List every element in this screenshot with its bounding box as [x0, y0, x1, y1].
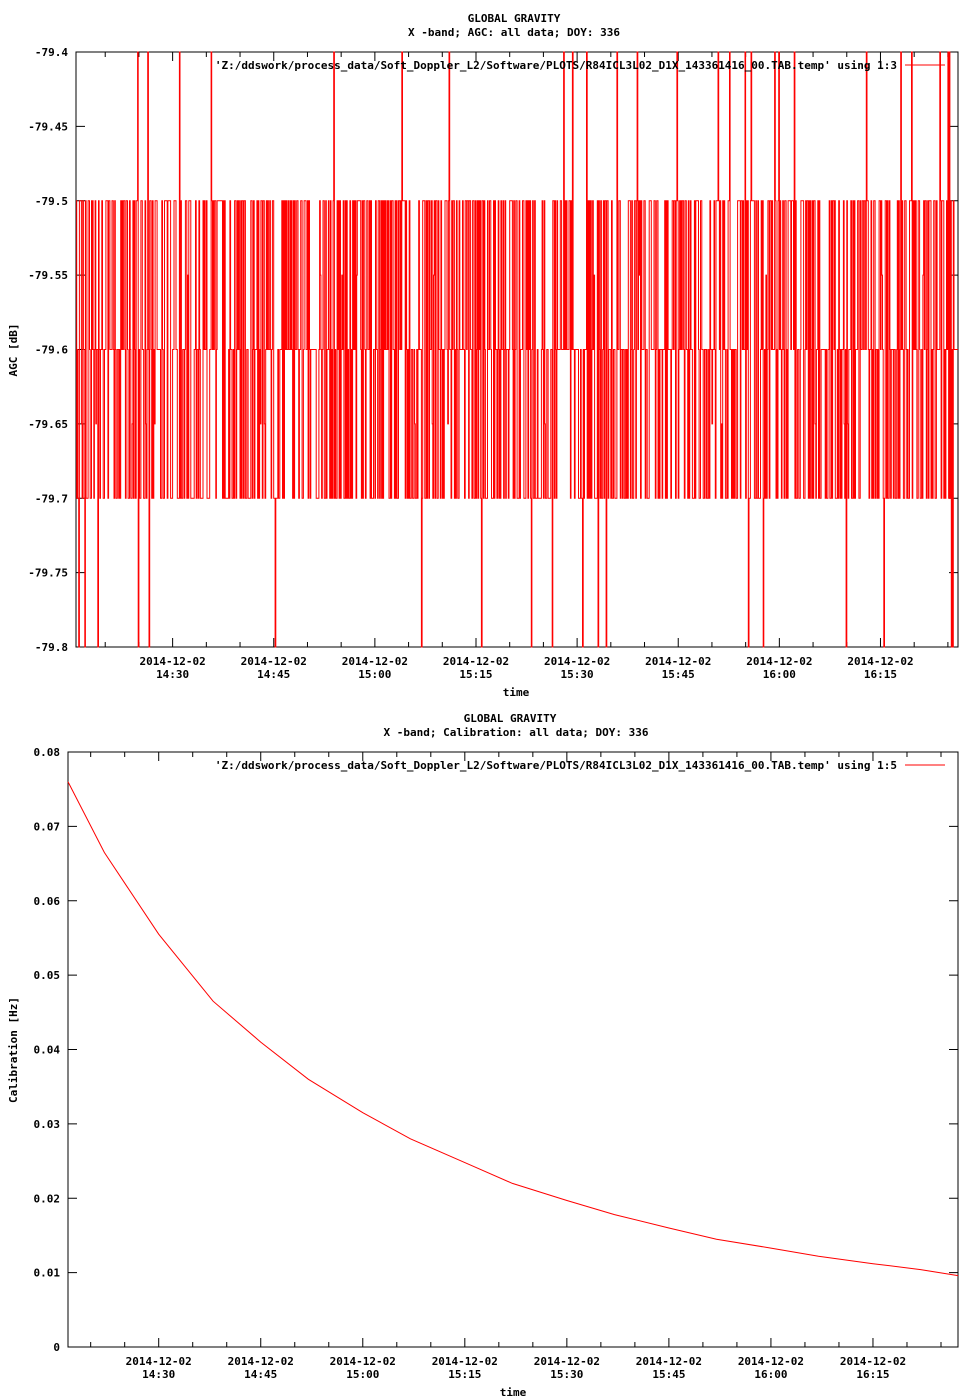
chart-title: GLOBAL GRAVITY	[468, 12, 561, 25]
y-tick-label: -79.75	[28, 567, 68, 580]
x-tick-label: 2014-12-02	[228, 1355, 294, 1368]
x-tick-label: 14:45	[244, 1368, 277, 1381]
x-axis-title: time	[503, 686, 530, 699]
x-tick-label: 15:00	[346, 1368, 379, 1381]
x-tick-label: 15:15	[459, 668, 492, 681]
x-tick-label: 2014-12-02	[140, 655, 206, 668]
x-tick-label: 2014-12-02	[847, 655, 913, 668]
chart-subtitle: X -band; Calibration: all data; DOY: 336	[384, 726, 649, 739]
legend: 'Z:/ddswork/process_data/Soft_Doppler_L2…	[215, 759, 945, 772]
y-axis-title: Calibration [Hz]	[7, 997, 20, 1103]
plot-frame	[67, 751, 959, 1348]
x-tick-label: 14:30	[142, 1368, 175, 1381]
x-tick-label: 15:30	[550, 1368, 583, 1381]
x-tick-label: 14:30	[156, 668, 189, 681]
y-tick-label: -79.55	[28, 269, 68, 282]
x-tick-label: 2014-12-02	[645, 655, 711, 668]
y-tick-label: -79.7	[35, 492, 68, 505]
series-line	[67, 781, 959, 1277]
y-tick-label: -79.8	[35, 641, 68, 654]
y-tick-label: -79.4	[35, 46, 68, 59]
x-tick-label: 15:15	[448, 1368, 481, 1381]
y-tick-label: -79.5	[35, 195, 68, 208]
plot-area: -79.4 -79.45 -79.5 -79.55 -79.6 -79.65 -79.7 -7…	[28, 46, 959, 681]
calibration-chart: GLOBAL GRAVITY X -band; Calibration: all…	[7, 712, 959, 1399]
x-tick-label: 16:15	[856, 1368, 889, 1381]
y-tick-label: -79.45	[28, 120, 68, 133]
y-tick-label: -79.6	[35, 344, 68, 357]
x-tick-label: 16:15	[864, 668, 897, 681]
x-tick-label: 2014-12-02	[636, 1355, 702, 1368]
y-tick-label: 0.03	[34, 1118, 61, 1131]
y-tick-label: 0	[53, 1341, 60, 1354]
y-tick-label: -79.65	[28, 418, 68, 431]
x-tick-label: 2014-12-02	[534, 1355, 600, 1368]
y-tick-label: 0.05	[34, 969, 61, 982]
x-tick-label: 15:45	[652, 1368, 685, 1381]
chart-subtitle: X -band; AGC: all data; DOY: 336	[408, 26, 620, 39]
x-tick-label: 15:30	[561, 668, 594, 681]
plot-area: 0.08 0.07 0.06 0.05 0.04 0.03 0.02 0.01 0 2014-12…	[34, 746, 959, 1381]
chart-title: GLOBAL GRAVITY	[464, 712, 557, 725]
x-tick-label: 2014-12-02	[738, 1355, 804, 1368]
legend-label: 'Z:/ddswork/process_data/Soft_Doppler_L2…	[215, 59, 897, 72]
x-tick-label: 2014-12-02	[746, 655, 812, 668]
y-tick-label: 0.01	[34, 1267, 61, 1280]
y-tick-label: 0.07	[34, 820, 61, 833]
x-tick-label: 15:45	[662, 668, 695, 681]
legend-label: 'Z:/ddswork/process_data/Soft_Doppler_L2…	[215, 759, 897, 772]
x-tick-label: 2014-12-02	[126, 1355, 192, 1368]
x-tick-label: 16:00	[763, 668, 796, 681]
x-tick-label: 2014-12-02	[330, 1355, 396, 1368]
series-line	[76, 51, 958, 648]
x-tick-label: 2014-12-02	[544, 655, 610, 668]
y-tick-label: 0.02	[34, 1192, 61, 1205]
agc-chart: GLOBAL GRAVITY X -band; AGC: all data; D…	[7, 12, 959, 699]
y-tick-label: 0.04	[34, 1044, 61, 1057]
x-tick-label: 2014-12-02	[241, 655, 307, 668]
x-tick-label: 15:00	[358, 668, 391, 681]
x-tick-label: 2014-12-02	[342, 655, 408, 668]
y-axis-title: AGC [dB]	[7, 324, 20, 377]
x-tick-label: 2014-12-02	[432, 1355, 498, 1368]
x-axis-title: time	[500, 1386, 527, 1399]
y-tick-label: 0.08	[34, 746, 61, 759]
y-tick-label: 0.06	[34, 895, 61, 908]
x-tick-label: 2014-12-02	[840, 1355, 906, 1368]
x-tick-label: 2014-12-02	[443, 655, 509, 668]
legend: 'Z:/ddswork/process_data/Soft_Doppler_L2…	[215, 59, 945, 72]
x-tick-label: 14:45	[257, 668, 290, 681]
x-tick-label: 16:00	[754, 1368, 787, 1381]
